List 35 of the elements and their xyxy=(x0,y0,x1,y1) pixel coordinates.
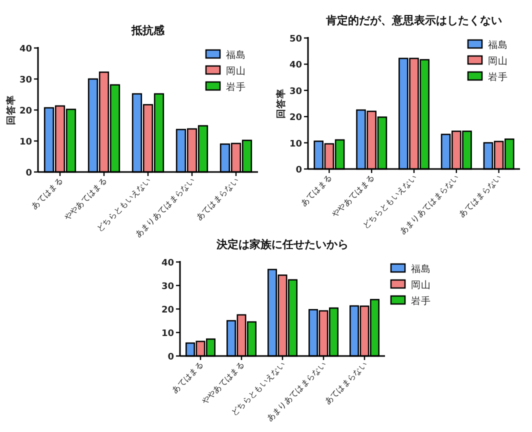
y-tick-label: 30 xyxy=(19,76,32,86)
y-tick-label: 40 xyxy=(19,44,32,54)
y-axis-title: 回答率 xyxy=(5,95,17,125)
y-tick-label: 0 xyxy=(168,352,174,362)
y-tick-label: 20 xyxy=(19,106,32,116)
x-tick-label: あてはまる xyxy=(30,176,64,211)
legend-label: 福島 xyxy=(226,49,246,61)
y-tick-label: 20 xyxy=(289,113,302,124)
y-tick-label: 10 xyxy=(161,329,174,339)
chart-title: 決定は家族に任せたいから xyxy=(216,238,348,251)
legend-label: 福島 xyxy=(488,39,508,51)
legend-label: 岡山 xyxy=(226,65,246,77)
y-axis-title: 回答率 xyxy=(275,88,287,118)
y-tick-label: 0 xyxy=(296,166,302,176)
legend-label: 岩手 xyxy=(411,295,431,307)
x-tick-label: あてはまる xyxy=(170,360,205,395)
y-tick-label: 40 xyxy=(289,60,302,71)
y-tick-label: 50 xyxy=(289,34,302,44)
x-tick-label: あてはまらない xyxy=(457,173,504,220)
x-tick-label: あてはまらない xyxy=(194,176,240,222)
y-tick-label: 30 xyxy=(289,86,302,97)
legend-label: 岩手 xyxy=(226,81,246,93)
y-tick-label: 10 xyxy=(19,138,32,148)
y-tick-label: 10 xyxy=(289,139,302,150)
y-tick-label: 0 xyxy=(26,168,32,178)
y-tick-label: 20 xyxy=(161,306,174,316)
legend-label: 岩手 xyxy=(488,71,508,83)
legend-label: 岡山 xyxy=(411,279,431,291)
y-tick-label: 40 xyxy=(161,258,174,268)
chart-title: 抵抗感 xyxy=(130,24,166,37)
legend-label: 福島 xyxy=(411,263,431,275)
legend-label: 岡山 xyxy=(488,55,508,67)
chart-title: 肯定的だが、意思表示はしたくない xyxy=(325,14,502,27)
x-tick-label: あてはまる xyxy=(298,173,334,208)
y-tick-label: 30 xyxy=(161,282,174,292)
